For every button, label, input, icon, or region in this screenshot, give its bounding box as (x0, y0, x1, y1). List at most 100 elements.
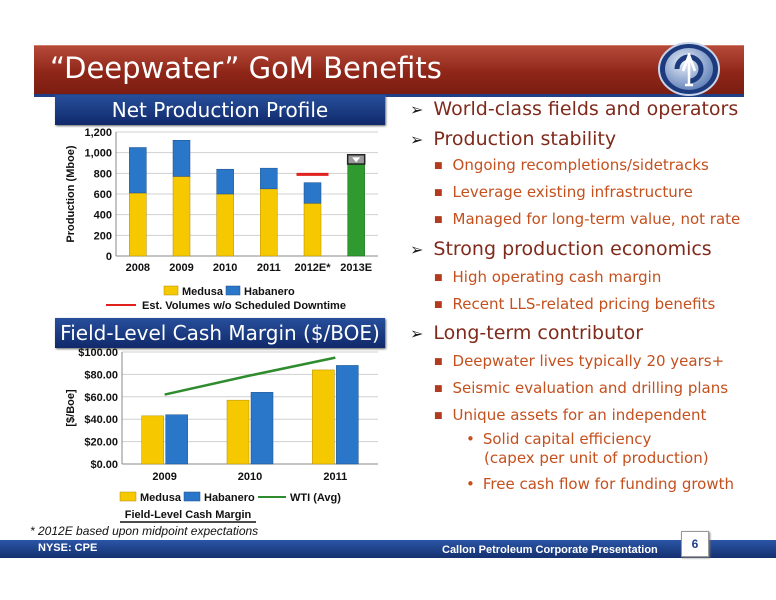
bullet-item: ➢ Strong production economics (410, 238, 712, 260)
bullet-item: • Solid capital efficiency (466, 430, 651, 448)
x-tick-label: 2011 (257, 262, 281, 274)
bullet-item: ■ Seismic evaluation and drilling plans (434, 379, 728, 397)
x-axis-label: Field-Level Cash Margin (125, 509, 252, 521)
x-tick-label: 2009 (152, 471, 176, 483)
bullet-item: ■ Unique assets for an independent (434, 406, 706, 424)
habanero-bar (303, 182, 322, 204)
y-tick-label: 600 (94, 189, 112, 201)
y-tick-label: $40.00 (84, 414, 118, 426)
bullet-text: Ongoing recompletions/sidetracks (452, 156, 709, 174)
habanero-bar (172, 140, 191, 177)
arrow-bullet-icon: ➢ (410, 130, 424, 149)
square-bullet-icon: ■ (434, 300, 443, 310)
bullet-text: Managed for long-term value, not rate (452, 210, 741, 228)
margin-header: Field-Level Cash Margin ($/BOE) (55, 318, 385, 348)
title-bar: “Deepwater” GoM Benefits (34, 45, 744, 95)
dot-bullet-icon: • (466, 430, 475, 448)
x-tick-label: 2012E* (294, 262, 331, 274)
habanero-bar (165, 414, 188, 465)
medusa-bar (216, 193, 234, 257)
forecast-bar (347, 163, 365, 257)
y-tick-label: $80.00 (84, 369, 118, 381)
y-tick-label: $0.00 (90, 459, 118, 471)
x-tick-label: 2009 (169, 262, 193, 274)
bullet-item: ■ High operating cash margin (434, 268, 661, 286)
bullet-item: ■ Deepwater lives typically 20 years+ (434, 352, 724, 370)
footer-presentation-title: Callon Petroleum Corporate Presentation (442, 544, 658, 556)
y-tick-label: 400 (94, 210, 112, 222)
arrow-bullet-icon: ➢ (410, 240, 424, 259)
footer-ticker: NYSE: CPE (38, 542, 98, 554)
habanero-bar (216, 168, 234, 195)
bullet-text: High operating cash margin (452, 268, 662, 286)
bullet-text: Deepwater lives typically 20 years+ (452, 352, 725, 370)
bullet-item: ➢ Production stability (410, 128, 616, 150)
y-tick-label: 0 (106, 251, 112, 263)
x-tick-label: 2010 (238, 471, 262, 483)
cash-margin-chart: $0.00 $20.00 $40.00 $60.00 $80.00 $100.00 [$/B… (65, 347, 378, 523)
square-bullet-icon: ■ (434, 273, 443, 283)
x-tick-label: 2010 (213, 262, 237, 274)
square-bullet-icon: ■ (434, 188, 443, 198)
legend-label: WTI (Avg) (290, 492, 341, 504)
legend-label: Habanero (244, 286, 295, 298)
legend-label: Est. Volumes w/o Scheduled Downtime (142, 300, 346, 312)
bullet-text: World-class fields and operators (433, 98, 739, 120)
bullet-item: (capex per unit of production) (484, 449, 709, 467)
bullet-item: ➢ Long-term contributor (410, 322, 643, 344)
bullet-item: ■ Leverage existing infrastructure (434, 183, 693, 201)
bullet-text: Seismic evaluation and drilling plans (452, 379, 729, 397)
callon-logo-icon (658, 42, 720, 96)
bullet-item: • Free cash flow for funding growth (466, 475, 734, 493)
bullet-text: Long-term contributor (433, 322, 644, 344)
habanero-bar (336, 365, 359, 465)
square-bullet-icon: ■ (434, 411, 443, 421)
habanero-bar (129, 147, 147, 194)
bullet-text: Leverage existing infrastructure (452, 183, 693, 201)
y-axis-label: Production (Mboe) (65, 145, 77, 242)
bullet-text: (capex per unit of production) (484, 449, 709, 467)
square-bullet-icon: ■ (434, 357, 443, 367)
legend-swatch-habanero (183, 491, 201, 502)
bullet-text: Free cash flow for funding growth (482, 475, 735, 493)
y-tick-label: 1,200 (84, 128, 112, 139)
bullet-item: ➢ World-class fields and operators (410, 98, 738, 120)
medusa-bar (260, 188, 278, 257)
square-bullet-icon: ■ (434, 384, 443, 394)
bullet-text: Solid capital efficiency (482, 430, 652, 448)
legend-label: Medusa (140, 492, 182, 504)
medusa-bar (312, 369, 335, 465)
forecast-arrow-icon (352, 157, 361, 163)
footer-bar: NYSE: CPE Callon Petroleum Corporate Pre… (0, 540, 776, 558)
y-tick-label: 200 (94, 230, 112, 242)
bullet-text: Strong production economics (433, 238, 712, 260)
legend-label: Medusa (182, 286, 224, 298)
bullet-text: Recent LLS-related pricing benefits (452, 295, 716, 313)
production-header: Net Production Profile (55, 95, 385, 125)
legend-swatch-habanero (225, 285, 241, 296)
x-tick-label: 2011 (323, 471, 347, 483)
dot-bullet-icon: • (466, 475, 475, 493)
page-number: 6 (681, 531, 709, 557)
title-underline (34, 94, 744, 97)
y-tick-label: $20.00 (84, 437, 118, 449)
footnote: * 2012E based upon midpoint expectations (30, 524, 259, 538)
slide-title: “Deepwater” GoM Benefits (50, 51, 442, 85)
legend-swatch-medusa (163, 285, 179, 296)
y-tick-label: 1,000 (84, 148, 112, 160)
x-tick-label: 2008 (126, 262, 150, 274)
medusa-bar (303, 203, 322, 257)
square-bullet-icon: ■ (434, 161, 443, 171)
medusa-bar (129, 192, 147, 257)
bullet-text: Production stability (433, 128, 617, 150)
medusa-bar (172, 176, 191, 257)
production-chart: 0 200 400 600 800 1,000 1,200 Production (Mboe)… (65, 128, 378, 312)
medusa-bar (141, 415, 164, 465)
wti-line (164, 356, 336, 396)
legend-label: Habanero (204, 492, 255, 504)
bullet-item: ■ Ongoing recompletions/sidetracks (434, 156, 709, 174)
habanero-bar (260, 167, 278, 190)
x-tick-label: 2013E (340, 262, 372, 274)
y-tick-label: $60.00 (84, 392, 118, 404)
legend-swatch-medusa (119, 491, 137, 502)
